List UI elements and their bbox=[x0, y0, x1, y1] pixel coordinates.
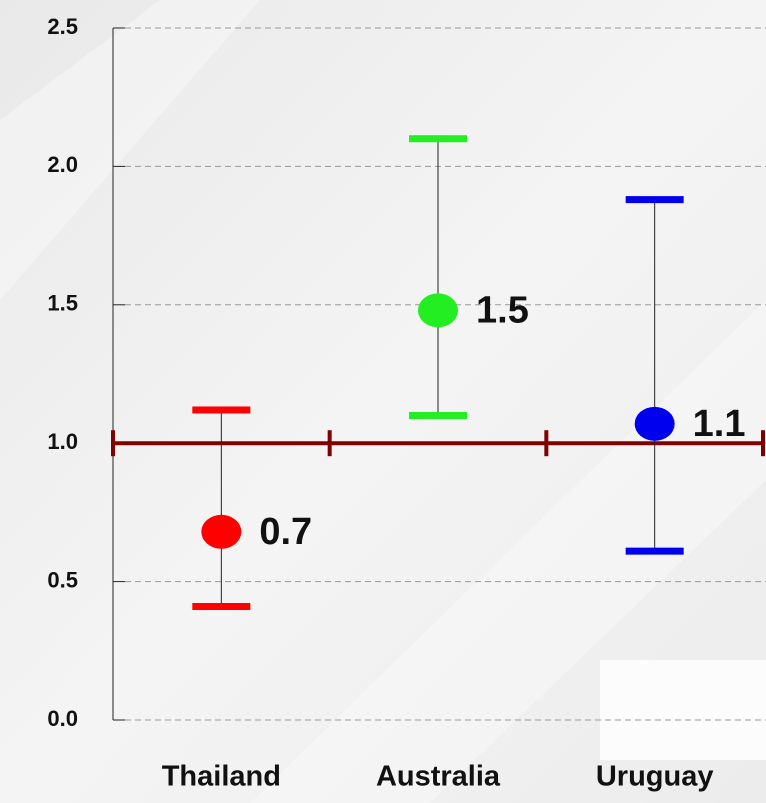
y-tick-label: 1.0 bbox=[47, 429, 78, 454]
error-cap-high bbox=[409, 135, 467, 143]
point bbox=[634, 406, 675, 441]
point bbox=[418, 293, 458, 328]
value-label: 1.5 bbox=[476, 289, 529, 331]
value-label: 1.1 bbox=[693, 403, 746, 445]
x-tick-label: Australia bbox=[376, 761, 501, 793]
x-tick-label: Uruguay bbox=[596, 761, 714, 793]
error-cap-low bbox=[409, 412, 467, 420]
y-tick-label: 2.0 bbox=[47, 152, 78, 177]
x-tick-label: Thailand bbox=[162, 761, 281, 793]
y-tick-label: 2.5 bbox=[47, 14, 78, 39]
y-tick-label: 0.0 bbox=[47, 706, 78, 731]
y-tick-label: 1.5 bbox=[47, 291, 78, 316]
error-cap-low bbox=[625, 547, 684, 555]
error-cap-low bbox=[192, 603, 251, 611]
value-label: 0.7 bbox=[259, 511, 312, 553]
point bbox=[201, 514, 242, 549]
background-pattern bbox=[0, 0, 260, 300]
error-cap-high bbox=[192, 406, 251, 414]
error-cap-high bbox=[625, 196, 684, 204]
background-patch bbox=[600, 660, 766, 760]
y-tick-label: 0.5 bbox=[47, 567, 78, 592]
